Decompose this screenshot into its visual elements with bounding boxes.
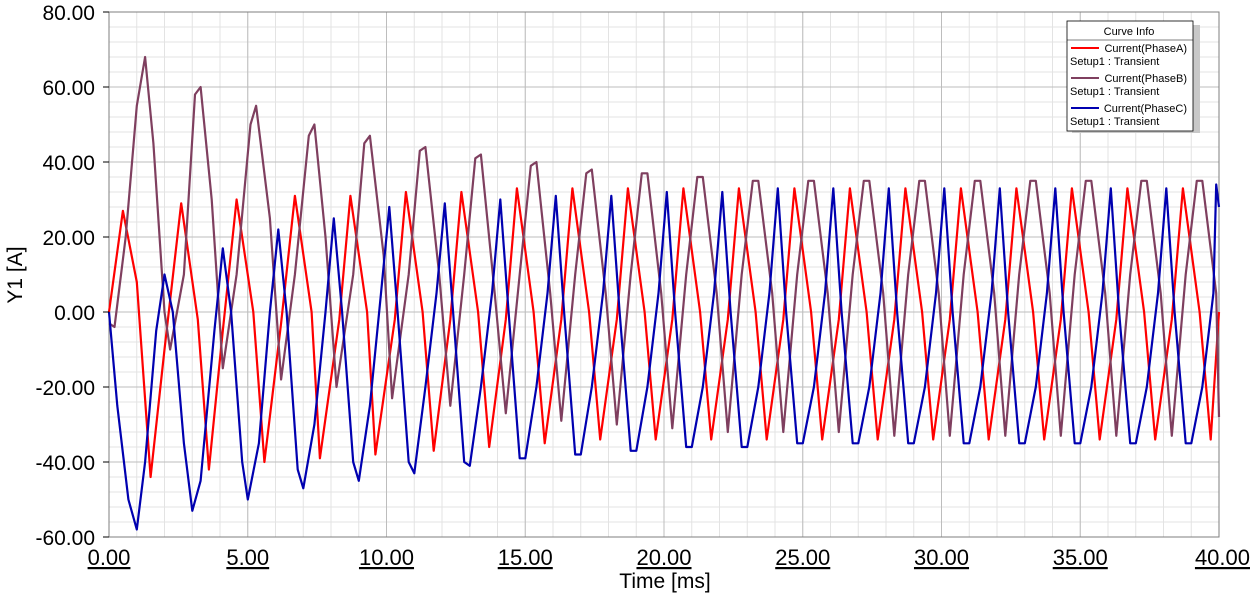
x-tick-label: 30.00 bbox=[914, 545, 969, 570]
y-tick-label: 0.00 bbox=[54, 302, 95, 325]
y-tick-label: 60.00 bbox=[42, 77, 95, 100]
x-tick-label: 20.00 bbox=[636, 545, 691, 570]
series-line-2 bbox=[108, 55, 1221, 437]
x-tick-label: 10.00 bbox=[359, 545, 414, 570]
x-axis-ticks: 0.00 5.00 10.00 15.00 20.00 25.00 30.00 35.00 40… bbox=[88, 545, 1250, 570]
x-tick-label: 15.00 bbox=[498, 545, 553, 570]
series-layer bbox=[107, 55, 1221, 531]
legend-entry-name: Current(PhaseC) bbox=[1104, 103, 1187, 115]
series-line-3 bbox=[107, 183, 1221, 531]
y-tick-label: -40.00 bbox=[35, 452, 95, 475]
legend[interactable]: Curve Info Current(PhaseA)Setup1 : Trans… bbox=[1066, 20, 1200, 133]
legend-entry-name: Current(PhaseA) bbox=[1104, 43, 1187, 55]
legend-entry-setup: Setup1 : Transient bbox=[1070, 86, 1159, 98]
y-tick-label: 80.00 bbox=[42, 2, 95, 25]
legend-entries: Current(PhaseA)Setup1 : TransientCurrent… bbox=[1070, 43, 1187, 128]
legend-entry-setup: Setup1 : Transient bbox=[1070, 116, 1159, 128]
x-axis-title: Time [ms] bbox=[619, 570, 710, 593]
series-line-1 bbox=[107, 187, 1221, 479]
y-axis-title: Y1 [A] bbox=[4, 246, 27, 303]
y-tick-label: -20.00 bbox=[35, 377, 95, 400]
legend-title: Curve Info bbox=[1104, 26, 1155, 38]
y-tick-label: -60.00 bbox=[35, 527, 95, 550]
y-tick-label: 20.00 bbox=[42, 227, 95, 250]
legend-box bbox=[1066, 20, 1194, 132]
plot-area-frame bbox=[108, 11, 1220, 538]
legend-entry-name: Current(PhaseB) bbox=[1104, 73, 1187, 85]
x-tick-label: 35.00 bbox=[1053, 545, 1108, 570]
x-tick-label: 5.00 bbox=[226, 545, 269, 570]
y-tick-label: 40.00 bbox=[42, 152, 95, 175]
y-axis-ticks: 80.00 60.00 40.00 20.00 0.00 -20.00 -40.00 -60.… bbox=[35, 2, 109, 550]
x-tick-label: 0.00 bbox=[88, 545, 131, 570]
x-tick-label: 40.00 bbox=[1195, 545, 1250, 570]
x-tick-label: 25.00 bbox=[775, 545, 830, 570]
legend-entry-setup: Setup1 : Transient bbox=[1070, 56, 1159, 68]
